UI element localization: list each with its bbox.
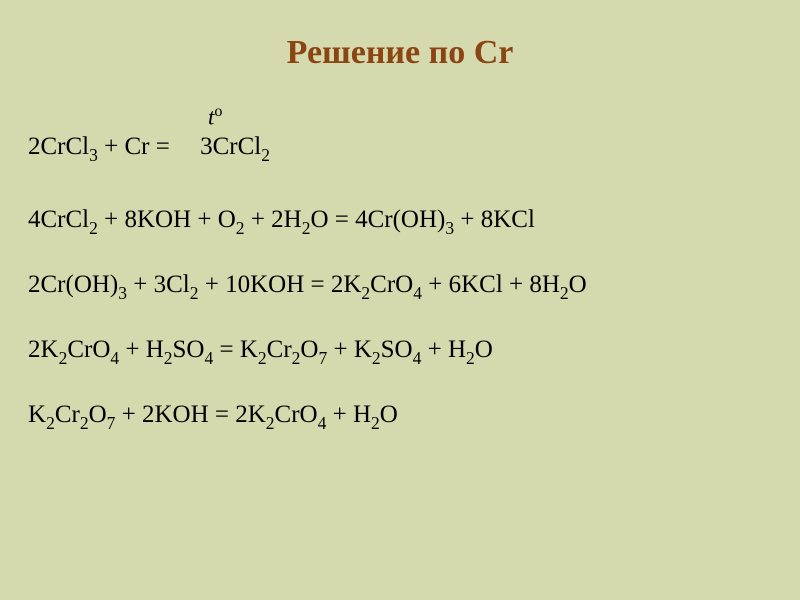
temp-annotation: to	[208, 102, 222, 131]
slide-title: Решение по Cr	[0, 0, 800, 92]
equation-3: 2Cr(OH)3 + 3Cl2 + 10KOH = 2K2CrO4 + 6KCl…	[28, 270, 772, 303]
equation-5: K2Cr2O7 + 2KOH = 2K2CrO4 + H2O	[28, 400, 772, 433]
equation-2: 4CrCl2 + 8KOH + O2 + 2H2O = 4Cr(OH)3 + 8…	[28, 205, 772, 238]
equation-1: to2CrCl3 + Cr = 3CrCl2	[28, 132, 772, 165]
equation-4: 2K2CrO4 + H2SO4 = K2Cr2O7 + K2SO4 + H2O	[28, 335, 772, 368]
equations-container: to2CrCl3 + Cr = 3CrCl2 4CrCl2 + 8KOH + O2…	[0, 132, 800, 433]
